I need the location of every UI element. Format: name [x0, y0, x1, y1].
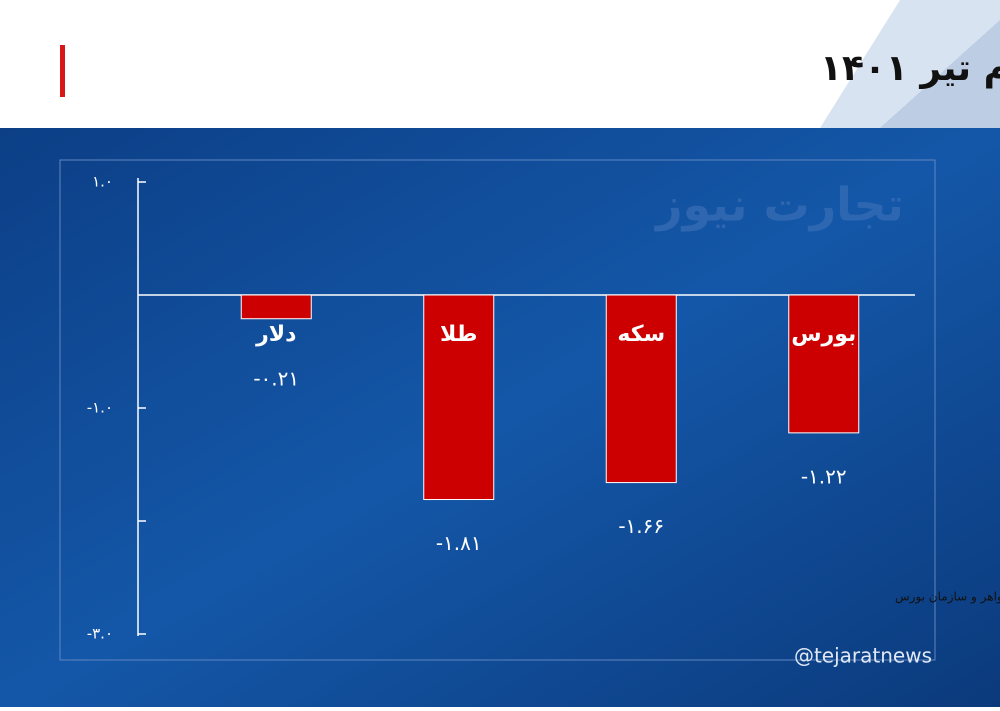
y-tick-label: ۱.۰ — [92, 173, 113, 191]
y-tick-label: -۳.۰ — [87, 625, 113, 643]
decoration — [880, 20, 1000, 128]
value-label: -۱.۲۲ — [801, 464, 847, 488]
category-label: دلار — [255, 322, 296, 347]
bar — [423, 294, 495, 501]
bar — [240, 294, 312, 320]
bar — [788, 294, 860, 434]
source: منبع: صرافی ملی، اتحادیه طلا و جواهر و س… — [895, 590, 1000, 605]
value-label: -۱.۸۱ — [436, 531, 482, 555]
frame — [59, 159, 936, 661]
category-label: سکه — [617, 322, 665, 347]
category-label: بورس — [791, 322, 856, 347]
value-label: -۱.۶۶ — [618, 514, 664, 538]
category-label: طلا — [440, 322, 477, 347]
title-marker — [60, 45, 65, 97]
value-label: -۰.۲۱ — [253, 367, 299, 391]
watermark: تجارت نیوز — [654, 178, 904, 232]
handle: @tejaratnews — [794, 644, 932, 668]
bar — [605, 294, 677, 484]
chart-title: بازدهی بازارها در هفته چهارم تیر ۱۴۰۱ — [820, 48, 1000, 89]
y-tick-label: -۱.۰ — [87, 399, 113, 417]
